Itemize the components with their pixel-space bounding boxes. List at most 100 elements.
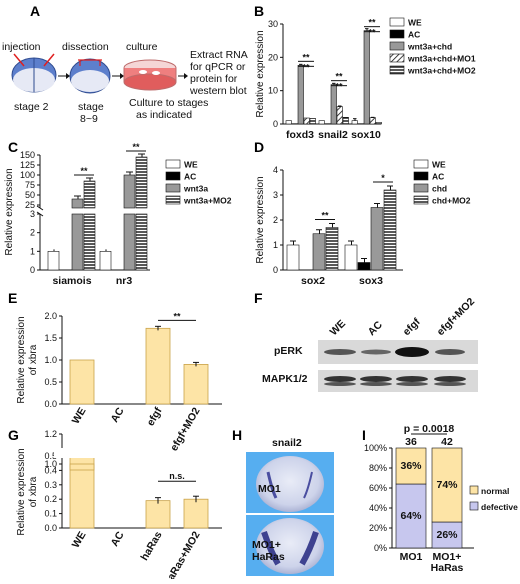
b-category-label: foxd3 [286,129,314,141]
b-bar [343,117,349,124]
e-bar [146,328,170,404]
c-ytick-label: 100 [20,170,35,180]
g-ytick-label: 0.3 [44,480,57,490]
i-pct-normal: 74% [436,479,458,491]
arrowhead-2-icon [120,73,124,79]
c-bar-upper [124,175,135,208]
culture-stages-line1: Culture to stages [129,97,208,109]
d-bar [313,234,325,270]
stage-8-9-line1: stage [78,101,104,113]
step-dissection-label: dissection [62,41,109,53]
b-sig-star: ** [302,52,310,62]
g-category-label: WE [70,530,89,551]
arrowhead-1-icon [66,73,70,79]
b-bar [337,107,343,124]
c-sig-star: ** [132,142,140,152]
e-ytick-label: 1.0 [44,355,57,365]
b-legend-swatch [390,54,404,62]
c-legend-swatch [166,184,180,192]
c-bar-upper [84,181,95,208]
panel-letter-f: F [254,290,263,306]
d-legend-swatch [414,184,428,192]
i-pct-normal: 36% [400,460,422,472]
b-legend-label: AC [408,30,420,40]
step-culture-label: culture [126,41,158,53]
b-ytick-label: 30 [268,19,278,29]
e-category-label: efgf [145,405,165,428]
c-bar-lower [136,214,147,270]
embryo-image-title: snail2 [272,437,302,449]
c-bar-lower [72,214,83,270]
extract-line1: Extract RNA [190,49,248,61]
g-y-label-line2: of xbra [28,476,39,507]
blot-row-perk: pERK [274,345,303,357]
b-category-label: snail2 [318,129,348,141]
g-sig-label: n.s. [169,471,185,481]
e-category-label: efgf+MO2 [168,405,203,453]
i-ytick-label: 0% [374,543,387,553]
c-legend-swatch [166,172,180,180]
d-bar [345,245,357,270]
panel-a-schematic: injection dissection culture stage 2 sta… [2,41,250,125]
panel-letter-h: H [232,427,242,443]
e-ytick-label: 0.0 [44,399,57,409]
b-y-label: Relative expression [255,30,266,117]
g-bar-upper [70,464,94,470]
e-sig-star: ** [173,311,181,321]
g-ytick-label: 1.0 [44,459,57,469]
g-axis-break [54,448,104,458]
b-sig-star: ** [368,18,376,28]
embryo-label-mo1: MO1 [258,483,281,495]
b-legend-label: wnt3a+chd [407,42,452,52]
c-legend-swatch [166,160,180,168]
g-bar [146,501,170,528]
blot-lane-we: WE [328,318,348,338]
panel-letter-c: C [8,139,18,155]
i-ytick-label: 20% [369,523,387,533]
d-bar [287,245,299,270]
stage2-label: stage 2 [14,101,49,113]
b-legend-label: WE [408,18,422,28]
c-legend-label: AC [184,172,196,182]
b-bar [298,65,304,124]
c-ytick-label: 150 [20,150,35,160]
b-ytick-label: 0 [273,119,278,129]
panel-h-images: snail2 MO1 MO1+ HaRas [246,437,334,576]
panel-letter-b: B [254,3,264,19]
blot-lane-efgf-mo2: efgf+MO2 [435,295,478,338]
e-ytick-label: 1.5 [44,333,57,343]
i-legend-swatch [470,502,478,510]
d-ytick-label: 2 [273,215,278,225]
e-bar [184,364,208,404]
e-category-label: WE [70,406,89,427]
b-legend-swatch [390,18,404,26]
embryo-label-haras-line2: HaRas [252,551,285,563]
b-bar [364,31,370,124]
g-category-label: haRas [138,529,164,562]
b-sig-star: ** [302,62,310,72]
e-ytick-label: 2.0 [44,311,57,321]
b-bar [310,118,316,124]
c-ytick-label: 1 [30,246,35,256]
b-bar [370,118,376,124]
d-category-label: sox2 [301,275,325,287]
d-ytick-label: 0 [273,265,278,275]
c-ytick-label: 3 [30,209,35,219]
blot-lane-ac: AC [366,319,386,339]
panel-f-western-blot: WE AC efgf efgf+MO2 pERK MAPK1/2 [262,295,478,392]
d-legend-label: chd [432,184,447,194]
c-legend-label: wnt3a+MO2 [183,196,232,206]
d-ytick-label: 3 [273,190,278,200]
d-legend-label: chd+MO2 [432,196,471,206]
panel-letter-g: G [8,427,19,443]
panel-letter-i: I [362,427,366,443]
c-ytick-label: 25 [25,200,35,210]
d-legend-swatch [414,160,428,168]
culture-stages-line2: as indicated [136,109,192,121]
d-y-label: Relative expression [255,176,266,263]
d-bar [326,228,338,271]
